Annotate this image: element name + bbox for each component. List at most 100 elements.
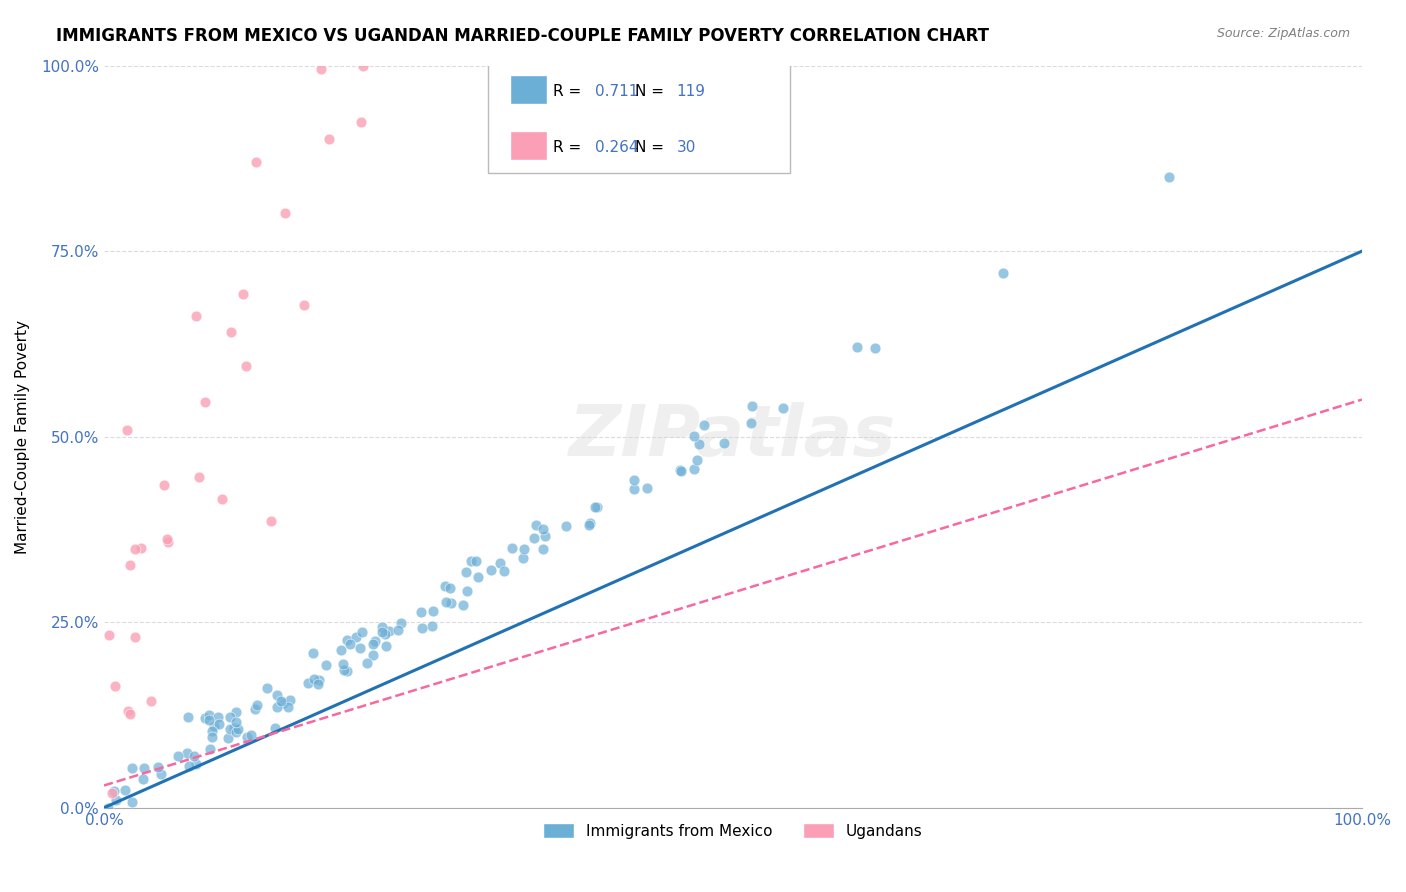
Point [115,423,138,437]
Point [198,742,221,756]
Point [531,542,554,557]
Point [270,694,292,708]
Point [671,464,693,478]
Point [263,721,285,735]
Point [235,359,257,373]
Point [512,551,534,566]
Text: R =: R = [553,140,586,154]
Point [219,710,242,724]
Point [201,730,224,744]
Point [489,557,512,571]
Point [350,625,373,640]
Point [433,579,456,593]
Point [467,570,489,584]
Point [246,698,269,713]
Point [513,541,536,556]
Point [156,534,179,549]
Point [740,416,762,430]
Point [555,519,578,533]
Point [302,647,325,661]
Text: 119: 119 [676,84,706,99]
Point [683,429,706,443]
Point [371,620,394,634]
Point [97,801,120,815]
Point [188,470,211,484]
Point [465,554,488,568]
Point [308,673,330,687]
Point [422,604,444,618]
Point [713,435,735,450]
Point [387,624,409,638]
Point [686,452,709,467]
FancyBboxPatch shape [510,75,547,104]
Point [583,500,606,514]
Point [148,760,170,774]
Point [352,59,374,73]
Point [364,633,387,648]
Point [121,761,143,775]
Point [271,696,294,710]
Point [245,154,267,169]
Point [623,473,645,487]
Point [636,482,658,496]
Point [336,632,359,647]
Point [315,657,337,672]
Point [332,657,354,672]
Point [524,518,547,533]
Point [741,400,763,414]
Point [350,115,373,129]
Point [456,566,478,580]
Point [991,266,1014,280]
Point [389,615,412,630]
Point [292,298,315,312]
Point [98,628,121,642]
Point [114,782,136,797]
Point [243,702,266,716]
Point [371,625,394,640]
Point [578,518,600,533]
Point [349,640,371,655]
Point [197,713,219,727]
Point [623,482,645,496]
Point [101,786,124,800]
Point [260,514,283,528]
Point [409,605,432,619]
Point [693,417,716,432]
Point [219,325,242,339]
Point [200,724,222,739]
Point [318,131,340,145]
Point [1159,169,1181,184]
Point [772,401,794,416]
Legend: Immigrants from Mexico, Ugandans: Immigrants from Mexico, Ugandans [537,816,929,845]
Point [117,704,139,718]
Point [184,310,207,324]
Point [586,500,609,515]
Text: Source: ZipAtlas.com: Source: ZipAtlas.com [1216,27,1350,40]
Point [225,705,247,719]
Point [579,59,602,73]
Point [103,783,125,797]
Point [333,663,356,677]
Point [226,723,249,737]
Point [124,542,146,557]
Point [105,793,128,807]
Point [845,340,868,354]
Point [302,672,325,686]
Point [139,694,162,708]
Point [534,529,557,543]
Text: N =: N = [636,84,669,99]
Text: ZIPatlas: ZIPatlas [569,402,897,471]
Point [375,640,398,654]
Point [155,533,177,547]
Point [501,541,523,555]
Point [194,711,217,725]
Point [374,627,396,641]
Point [211,492,233,507]
Point [177,710,200,724]
Point [208,717,231,731]
Point [134,761,156,775]
Point [152,478,174,492]
Point [217,731,239,745]
Point [683,462,706,476]
Point [232,287,254,301]
